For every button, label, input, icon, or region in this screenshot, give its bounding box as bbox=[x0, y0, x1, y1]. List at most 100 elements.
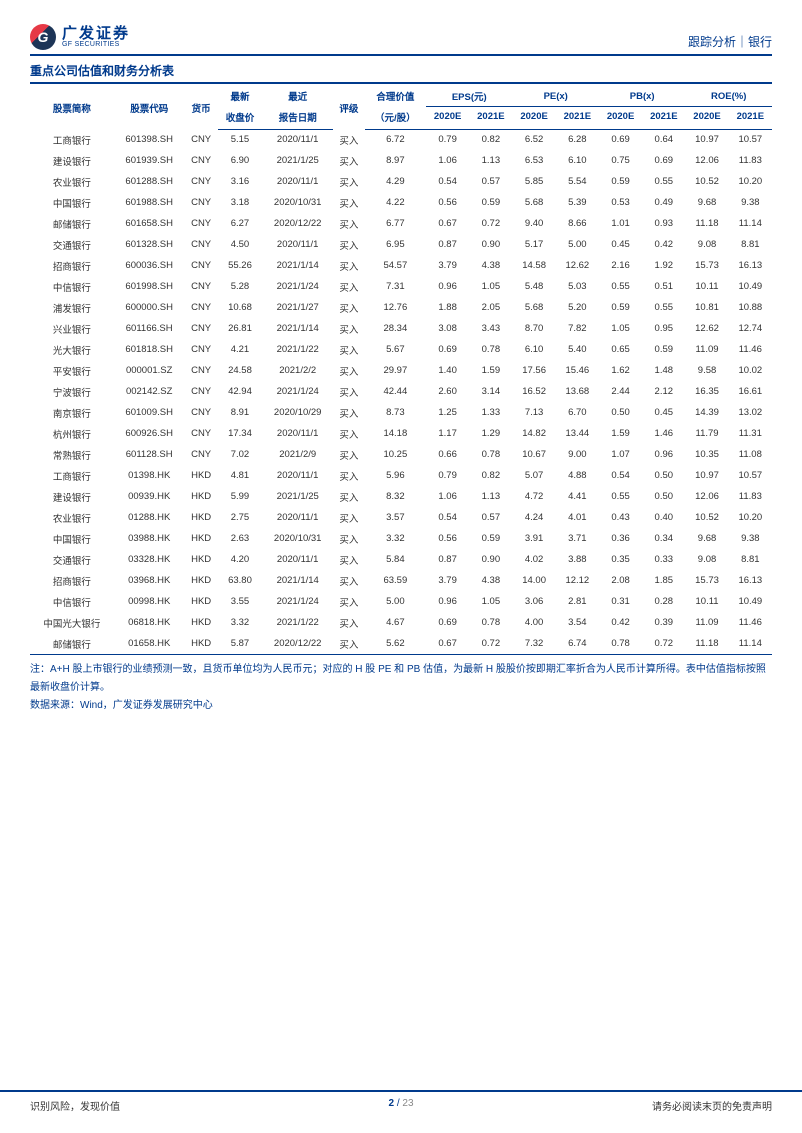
cell-eps1: 3.79 bbox=[426, 255, 469, 276]
cell-price: 5.99 bbox=[218, 486, 263, 507]
col-roe-y2: 2021E bbox=[729, 107, 772, 130]
cell-fair: 5.67 bbox=[365, 339, 426, 360]
cell-ccy: CNY bbox=[185, 423, 218, 444]
cell-name: 农业银行 bbox=[30, 171, 114, 192]
cell-price: 5.15 bbox=[218, 129, 263, 150]
cell-pb2: 0.39 bbox=[642, 612, 685, 633]
cell-date: 2020/10/29 bbox=[262, 402, 333, 423]
cell-pb1: 0.59 bbox=[599, 297, 642, 318]
cell-pe2: 4.88 bbox=[556, 465, 599, 486]
cell-ccy: CNY bbox=[185, 339, 218, 360]
page-footer: 识别风险，发现价值 2 / 23 请务必阅读末页的免责声明 bbox=[0, 1090, 802, 1113]
logo-en: GF SECURITIES bbox=[62, 41, 130, 48]
cell-eps2: 0.72 bbox=[469, 633, 512, 655]
table-row: 平安银行000001.SZCNY24.582021/2/2买入29.971.40… bbox=[30, 360, 772, 381]
cell-roe2: 12.74 bbox=[729, 318, 772, 339]
cell-code: 01288.HK bbox=[114, 507, 185, 528]
cell-eps1: 0.96 bbox=[426, 276, 469, 297]
cell-code: 03988.HK bbox=[114, 528, 185, 549]
cell-pe2: 9.00 bbox=[556, 444, 599, 465]
cell-roe2: 11.46 bbox=[729, 612, 772, 633]
cell-roe1: 10.97 bbox=[685, 129, 728, 150]
cell-roe2: 11.31 bbox=[729, 423, 772, 444]
cell-pb1: 0.53 bbox=[599, 192, 642, 213]
table-row: 交通银行03328.HKHKD4.202020/11/1买入5.840.870.… bbox=[30, 549, 772, 570]
page-total: 23 bbox=[402, 1098, 413, 1109]
cell-roe2: 10.20 bbox=[729, 507, 772, 528]
table-row: 中信银行601998.SHCNY5.282021/1/24买入7.310.961… bbox=[30, 276, 772, 297]
cell-rating: 买入 bbox=[333, 276, 365, 297]
cell-date: 2021/1/27 bbox=[262, 297, 333, 318]
cell-pe1: 4.72 bbox=[512, 486, 555, 507]
cell-price: 7.02 bbox=[218, 444, 263, 465]
col-fair-bot: （元/股） bbox=[365, 107, 426, 130]
cell-code: 601658.SH bbox=[114, 213, 185, 234]
cell-eps2: 3.14 bbox=[469, 381, 512, 402]
cell-code: 03968.HK bbox=[114, 570, 185, 591]
cell-pb2: 0.33 bbox=[642, 549, 685, 570]
cell-code: 601166.SH bbox=[114, 318, 185, 339]
cell-pb2: 0.50 bbox=[642, 465, 685, 486]
cell-rating: 买入 bbox=[333, 486, 365, 507]
cell-pe2: 5.00 bbox=[556, 234, 599, 255]
cell-pe1: 17.56 bbox=[512, 360, 555, 381]
cell-pe2: 4.01 bbox=[556, 507, 599, 528]
cell-roe1: 15.73 bbox=[685, 255, 728, 276]
table-row: 中国光大银行06818.HKHKD3.322021/1/22买入4.670.69… bbox=[30, 612, 772, 633]
cell-roe1: 11.09 bbox=[685, 612, 728, 633]
cell-pe1: 5.48 bbox=[512, 276, 555, 297]
cell-ccy: HKD bbox=[185, 570, 218, 591]
cell-name: 邮储银行 bbox=[30, 213, 114, 234]
cell-eps2: 0.78 bbox=[469, 612, 512, 633]
table-row: 邮储银行01658.HKHKD5.872020/12/22买入5.620.670… bbox=[30, 633, 772, 655]
cell-rating: 买入 bbox=[333, 234, 365, 255]
col-pe: PE(x) bbox=[512, 84, 598, 107]
cell-eps1: 0.96 bbox=[426, 591, 469, 612]
cell-pe1: 4.00 bbox=[512, 612, 555, 633]
col-date-top: 最近 bbox=[262, 84, 333, 107]
cell-name: 光大银行 bbox=[30, 339, 114, 360]
cell-eps1: 0.67 bbox=[426, 633, 469, 655]
cell-pe2: 5.39 bbox=[556, 192, 599, 213]
col-pe-y2: 2021E bbox=[556, 107, 599, 130]
cell-pe1: 7.32 bbox=[512, 633, 555, 655]
cell-pb1: 0.69 bbox=[599, 129, 642, 150]
cell-pb2: 0.72 bbox=[642, 633, 685, 655]
cell-pb2: 1.85 bbox=[642, 570, 685, 591]
cell-pb1: 0.55 bbox=[599, 276, 642, 297]
cell-name: 常熟银行 bbox=[30, 444, 114, 465]
cell-code: 03328.HK bbox=[114, 549, 185, 570]
cell-fair: 54.57 bbox=[365, 255, 426, 276]
cell-roe2: 13.02 bbox=[729, 402, 772, 423]
cell-pb1: 1.01 bbox=[599, 213, 642, 234]
cell-fair: 4.22 bbox=[365, 192, 426, 213]
cell-pb2: 0.42 bbox=[642, 234, 685, 255]
cell-name: 工商银行 bbox=[30, 129, 114, 150]
cell-pe2: 13.68 bbox=[556, 381, 599, 402]
cell-eps1: 3.08 bbox=[426, 318, 469, 339]
cell-ccy: CNY bbox=[185, 171, 218, 192]
cell-eps1: 1.06 bbox=[426, 150, 469, 171]
cell-pb1: 0.35 bbox=[599, 549, 642, 570]
cell-name: 农业银行 bbox=[30, 507, 114, 528]
cell-ccy: HKD bbox=[185, 528, 218, 549]
table-row: 杭州银行600926.SHCNY17.342020/11/1买入14.181.1… bbox=[30, 423, 772, 444]
cell-price: 63.80 bbox=[218, 570, 263, 591]
table-row: 光大银行601818.SHCNY4.212021/1/22买入5.670.690… bbox=[30, 339, 772, 360]
cell-date: 2021/1/25 bbox=[262, 150, 333, 171]
table-row: 工商银行01398.HKHKD4.812020/11/1买入5.960.790.… bbox=[30, 465, 772, 486]
cell-date: 2021/1/24 bbox=[262, 381, 333, 402]
cell-price: 5.87 bbox=[218, 633, 263, 655]
cell-pe1: 5.07 bbox=[512, 465, 555, 486]
table-row: 招商银行600036.SHCNY55.262021/1/14买入54.573.7… bbox=[30, 255, 772, 276]
cell-rating: 买入 bbox=[333, 591, 365, 612]
cell-rating: 买入 bbox=[333, 423, 365, 444]
cell-date: 2020/11/1 bbox=[262, 423, 333, 444]
cell-pe2: 15.46 bbox=[556, 360, 599, 381]
cell-pe2: 12.12 bbox=[556, 570, 599, 591]
cell-name: 平安银行 bbox=[30, 360, 114, 381]
cell-eps2: 2.05 bbox=[469, 297, 512, 318]
cell-eps2: 0.78 bbox=[469, 444, 512, 465]
cell-price: 2.75 bbox=[218, 507, 263, 528]
cell-pe1: 9.40 bbox=[512, 213, 555, 234]
